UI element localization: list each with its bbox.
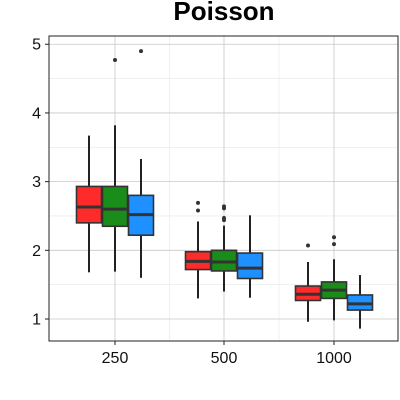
outlier-point	[332, 242, 336, 247]
box-1000-series-1	[294, 243, 322, 322]
y-tick-label: 1	[32, 312, 41, 329]
outlier-point	[113, 58, 117, 63]
chart-title: Poisson	[173, 0, 274, 26]
outlier-point	[222, 204, 226, 209]
outlier-point	[222, 216, 226, 221]
box-250-series-2	[101, 58, 129, 272]
box-1000-series-3	[346, 275, 374, 329]
x-tick-label: 500	[211, 350, 238, 367]
box-250-series-1	[75, 135, 103, 273]
box-1000-series-2	[320, 235, 348, 321]
box-500-series-2	[210, 204, 238, 292]
outlier-point	[332, 235, 336, 240]
y-tick-label: 3	[32, 174, 41, 191]
outlier-point	[196, 200, 200, 205]
x-tick-label: 250	[102, 350, 129, 367]
iqr-box	[236, 252, 264, 280]
outlier-point	[139, 49, 143, 54]
iqr-box	[75, 185, 103, 224]
box-250-series-3	[127, 49, 155, 278]
y-tick-label: 2	[32, 243, 41, 260]
box-500-series-1	[184, 200, 212, 299]
outlier-point	[196, 208, 200, 213]
axes: 1 2 3 4 5 250 500 1000	[32, 37, 352, 367]
x-tick-label: 1000	[316, 350, 352, 367]
iqr-box	[101, 185, 129, 228]
box-500-series-3	[236, 215, 264, 298]
y-tick-label: 5	[32, 37, 41, 54]
outlier-point	[306, 243, 310, 248]
y-tick-label: 4	[32, 105, 41, 122]
boxes	[75, 49, 374, 329]
